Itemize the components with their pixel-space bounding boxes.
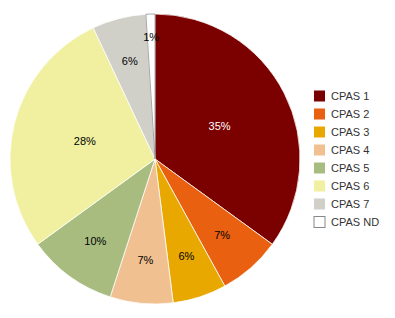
legend-swatch bbox=[314, 145, 325, 156]
legend: CPAS 1 CPAS 2 CPAS 3 CPAS 4 CPAS 5 CPAS 6 CPAS… bbox=[314, 90, 379, 228]
legend-item: CPAS ND bbox=[314, 216, 379, 228]
legend-swatch bbox=[314, 127, 325, 138]
legend-label: CPAS 2 bbox=[331, 108, 369, 120]
chart-container: 35%7%6%7%10%28%6%1%CPAS 1CPAS 2CPAS 3CPA… bbox=[0, 0, 395, 318]
data-labels: 35% 7% 6% 7% 10% 28% 6% 1% bbox=[74, 31, 231, 266]
data-label: 28% bbox=[74, 135, 96, 147]
legend-item: CPAS 2 bbox=[314, 108, 369, 120]
legend-label: CPAS 6 bbox=[331, 180, 369, 192]
legend-item: CPAS 5 bbox=[314, 162, 369, 174]
legend-label: CPAS 3 bbox=[331, 126, 369, 138]
data-label: 10% bbox=[84, 235, 106, 247]
data-label: 7% bbox=[214, 229, 230, 241]
legend-label: CPAS ND bbox=[331, 216, 379, 228]
legend-item: CPAS 4 bbox=[314, 144, 369, 156]
legend-swatch bbox=[314, 181, 325, 192]
legend-swatch bbox=[314, 91, 325, 102]
legend-label: CPAS 4 bbox=[331, 144, 369, 156]
legend-item: CPAS 1 bbox=[314, 90, 369, 102]
legend-swatch bbox=[314, 109, 325, 120]
legend-swatch bbox=[314, 217, 325, 228]
legend-label: CPAS 7 bbox=[331, 198, 369, 210]
legend-item: CPAS 3 bbox=[314, 126, 369, 138]
legend-swatch bbox=[314, 199, 325, 210]
legend-swatch bbox=[314, 163, 325, 174]
pie bbox=[10, 14, 300, 304]
chart-svg: 35%7%6%7%10%28%6%1%CPAS 1CPAS 2CPAS 3CPA… bbox=[0, 0, 395, 318]
data-label: 7% bbox=[137, 254, 153, 266]
legend-item: CPAS 7 bbox=[314, 198, 369, 210]
legend-item: CPAS 6 bbox=[314, 180, 369, 192]
data-label: 35% bbox=[209, 120, 231, 132]
data-label: 1% bbox=[143, 31, 159, 43]
data-label: 6% bbox=[178, 250, 194, 262]
data-label: 6% bbox=[122, 55, 138, 67]
legend-label: CPAS 1 bbox=[331, 90, 369, 102]
legend-label: CPAS 5 bbox=[331, 162, 369, 174]
pie-slice bbox=[10, 28, 155, 244]
